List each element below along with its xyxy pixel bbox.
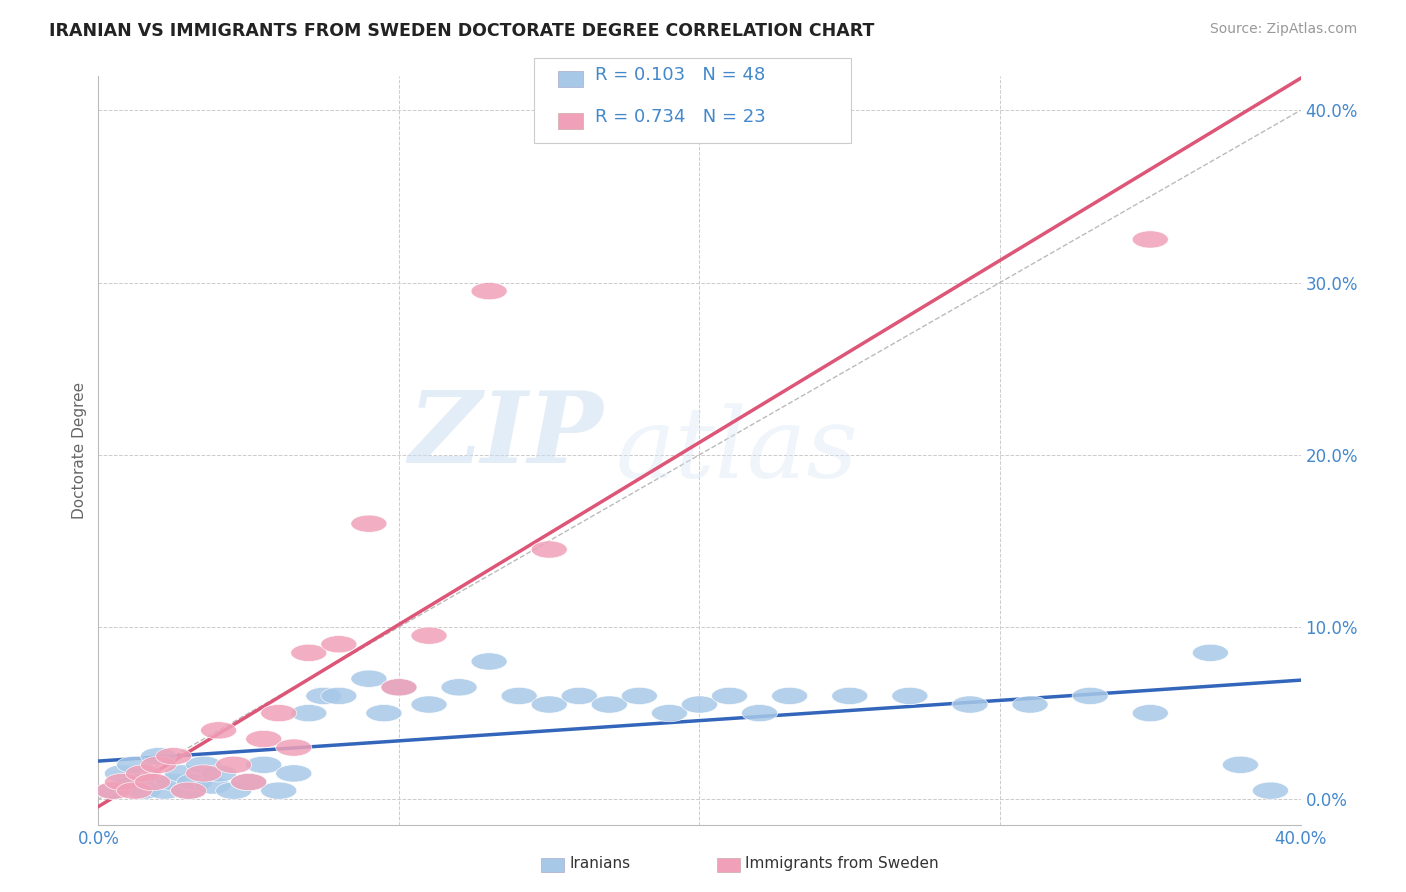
Ellipse shape xyxy=(96,782,132,799)
Ellipse shape xyxy=(621,688,658,705)
Ellipse shape xyxy=(170,782,207,799)
Ellipse shape xyxy=(1132,231,1168,248)
Ellipse shape xyxy=(170,782,207,799)
Ellipse shape xyxy=(231,773,267,790)
Ellipse shape xyxy=(141,747,177,764)
Ellipse shape xyxy=(260,705,297,722)
Text: Iranians: Iranians xyxy=(569,855,630,871)
Text: R = 0.734   N = 23: R = 0.734 N = 23 xyxy=(595,108,765,126)
Ellipse shape xyxy=(441,679,477,696)
Ellipse shape xyxy=(291,705,326,722)
Ellipse shape xyxy=(561,688,598,705)
Ellipse shape xyxy=(117,756,152,773)
Ellipse shape xyxy=(1073,688,1108,705)
Ellipse shape xyxy=(1222,756,1258,773)
Text: atlas: atlas xyxy=(616,403,858,498)
Ellipse shape xyxy=(156,773,191,790)
Ellipse shape xyxy=(104,764,141,782)
Ellipse shape xyxy=(141,756,177,773)
Ellipse shape xyxy=(194,777,231,794)
Ellipse shape xyxy=(156,747,191,764)
Ellipse shape xyxy=(231,773,267,790)
Ellipse shape xyxy=(531,696,567,713)
Ellipse shape xyxy=(135,773,170,790)
Ellipse shape xyxy=(366,705,402,722)
Ellipse shape xyxy=(117,782,152,799)
Ellipse shape xyxy=(96,782,132,799)
Ellipse shape xyxy=(381,679,418,696)
Ellipse shape xyxy=(501,688,537,705)
Ellipse shape xyxy=(381,679,418,696)
Ellipse shape xyxy=(165,764,201,782)
Ellipse shape xyxy=(201,722,236,739)
Text: R = 0.103   N = 48: R = 0.103 N = 48 xyxy=(595,66,765,84)
Ellipse shape xyxy=(891,688,928,705)
Ellipse shape xyxy=(186,756,222,773)
Ellipse shape xyxy=(305,688,342,705)
Ellipse shape xyxy=(682,696,717,713)
Ellipse shape xyxy=(772,688,807,705)
Ellipse shape xyxy=(952,696,988,713)
Ellipse shape xyxy=(592,696,627,713)
Ellipse shape xyxy=(531,541,567,558)
Ellipse shape xyxy=(104,773,141,790)
Text: ZIP: ZIP xyxy=(408,387,603,483)
Ellipse shape xyxy=(711,688,748,705)
Ellipse shape xyxy=(246,731,281,747)
Ellipse shape xyxy=(411,696,447,713)
Ellipse shape xyxy=(135,773,170,790)
Text: Immigrants from Sweden: Immigrants from Sweden xyxy=(745,855,939,871)
Ellipse shape xyxy=(260,782,297,799)
Ellipse shape xyxy=(321,688,357,705)
Ellipse shape xyxy=(177,773,212,790)
Ellipse shape xyxy=(832,688,868,705)
Ellipse shape xyxy=(246,756,281,773)
Ellipse shape xyxy=(1253,782,1288,799)
Ellipse shape xyxy=(111,777,146,794)
Ellipse shape xyxy=(1132,705,1168,722)
Ellipse shape xyxy=(352,515,387,533)
Ellipse shape xyxy=(186,764,222,782)
Ellipse shape xyxy=(276,739,312,756)
Ellipse shape xyxy=(471,653,508,670)
Text: IRANIAN VS IMMIGRANTS FROM SWEDEN DOCTORATE DEGREE CORRELATION CHART: IRANIAN VS IMMIGRANTS FROM SWEDEN DOCTOR… xyxy=(49,22,875,40)
Ellipse shape xyxy=(651,705,688,722)
Ellipse shape xyxy=(125,764,162,782)
Text: Source: ZipAtlas.com: Source: ZipAtlas.com xyxy=(1209,22,1357,37)
Ellipse shape xyxy=(411,627,447,644)
Ellipse shape xyxy=(321,636,357,653)
Ellipse shape xyxy=(741,705,778,722)
Ellipse shape xyxy=(352,670,387,688)
Ellipse shape xyxy=(276,764,312,782)
Ellipse shape xyxy=(291,644,326,662)
Ellipse shape xyxy=(201,764,236,782)
Y-axis label: Doctorate Degree: Doctorate Degree xyxy=(72,382,87,519)
Ellipse shape xyxy=(1012,696,1047,713)
Ellipse shape xyxy=(1192,644,1229,662)
Ellipse shape xyxy=(125,782,162,799)
Ellipse shape xyxy=(215,782,252,799)
Ellipse shape xyxy=(471,283,508,300)
Ellipse shape xyxy=(215,756,252,773)
Ellipse shape xyxy=(146,782,183,799)
